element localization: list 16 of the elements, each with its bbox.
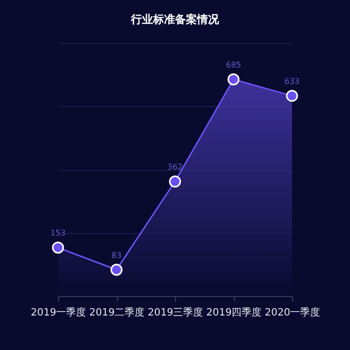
- data-label: 685: [226, 60, 242, 70]
- data-label: 83: [111, 250, 122, 260]
- x-tick-label: 2020一季度: [264, 306, 320, 318]
- x-tick-label: 2019三季度: [148, 306, 204, 318]
- point: [286, 90, 298, 102]
- point: [110, 264, 122, 276]
- chart-title: 行业标准备案情况: [130, 13, 220, 26]
- x-tick-label: 2019一季度: [30, 306, 86, 318]
- data-label: 362: [167, 162, 183, 172]
- x-tick-label: 2019四季度: [206, 306, 262, 318]
- point: [169, 176, 181, 188]
- x-tick-label: 2019二季度: [89, 306, 145, 318]
- point: [52, 242, 64, 254]
- point: [228, 73, 240, 86]
- data-label: 633: [284, 76, 300, 86]
- data-label: 153: [50, 228, 66, 238]
